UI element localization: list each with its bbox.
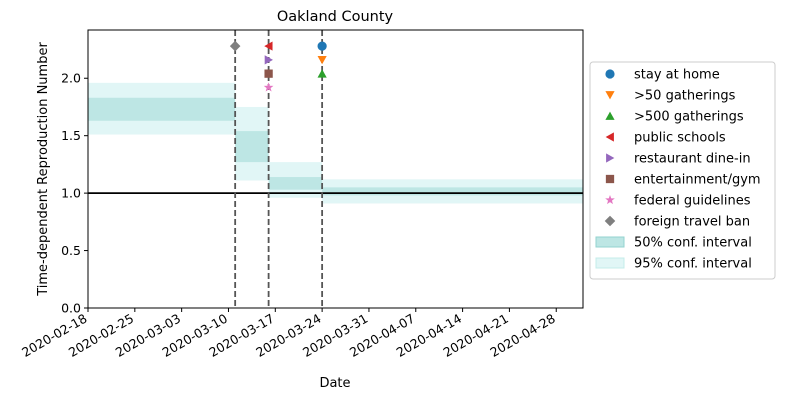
legend-marker	[604, 215, 616, 227]
legend-marker	[605, 69, 615, 79]
ci50-band-3	[268, 177, 323, 190]
legend-item: restaurant dine-in	[606, 152, 751, 167]
y-axis-ticks: 0.0 0.5 1.0 1.5 2.0	[61, 71, 88, 316]
legend-label: >500 gatherings	[634, 110, 744, 125]
legend-label: >50 gatherings	[634, 89, 736, 104]
y-tick-label: 0.0	[61, 301, 81, 316]
legend-label: federal guidelines	[634, 194, 751, 209]
legend-item: 95% conf. interval	[595, 257, 752, 272]
y-axis-label: Time-dependent Reproduction Number	[36, 42, 51, 297]
x-axis-label: Date	[319, 376, 350, 391]
ci50-band-4	[322, 187, 583, 196]
legend-item: >50 gatherings	[605, 89, 736, 104]
marker-stay-at-home	[317, 41, 327, 51]
marker-public-schools	[264, 41, 273, 51]
marker-restaurant-dine-in	[264, 55, 273, 65]
legend-item: foreign travel ban	[604, 215, 750, 230]
y-tick-label: 1.0	[61, 186, 81, 201]
marker-500-gatherings	[317, 69, 327, 78]
legend-label: entertainment/gym	[634, 173, 761, 188]
legend-item: 50% conf. interval	[595, 236, 752, 251]
legend-marker	[605, 194, 615, 205]
legend-item: federal guidelines	[605, 194, 751, 209]
legend: stay at home >50 gatherings >500 gathering…	[589, 61, 776, 280]
chart-title: Oakland County	[277, 9, 394, 25]
legend-label: 50% conf. interval	[634, 236, 752, 251]
legend-item: entertainment/gym	[605, 173, 761, 188]
y-tick-label: 0.5	[61, 243, 81, 258]
y-tick-label: 2.0	[61, 71, 81, 86]
marker-foreign-travel-ban	[229, 40, 241, 52]
legend-item: public schools	[605, 131, 726, 146]
legend-label: 95% conf. interval	[634, 257, 752, 272]
legend-item: stay at home	[605, 68, 720, 83]
x-axis-ticks: 2020-02-182020-02-252020-03-032020-03-10…	[19, 308, 558, 360]
marker-entertainment-gym	[264, 69, 273, 78]
legend-swatch	[595, 236, 625, 248]
legend-marker	[605, 174, 615, 184]
legend-marker	[605, 91, 615, 100]
legend-label: public schools	[634, 131, 726, 146]
ci50-band-1	[88, 97, 236, 121]
legend-label: stay at home	[634, 68, 720, 83]
ci50-bands	[88, 97, 583, 196]
legend-marker	[606, 153, 615, 163]
legend-marker	[605, 132, 614, 142]
marker-50-gatherings	[317, 55, 327, 65]
y-tick-label: 1.5	[61, 128, 81, 143]
marker-federal-guidelines	[263, 82, 274, 92]
ci50-band-2	[235, 131, 269, 163]
legend-marker	[605, 111, 615, 120]
legend-box	[589, 61, 776, 280]
plot-frame	[87, 29, 584, 309]
legend-label: restaurant dine-in	[634, 152, 751, 167]
legend-label: foreign travel ban	[634, 215, 750, 230]
legend-swatch	[595, 257, 625, 269]
legend-item: >500 gatherings	[605, 110, 744, 125]
intervention-markers	[229, 40, 327, 92]
